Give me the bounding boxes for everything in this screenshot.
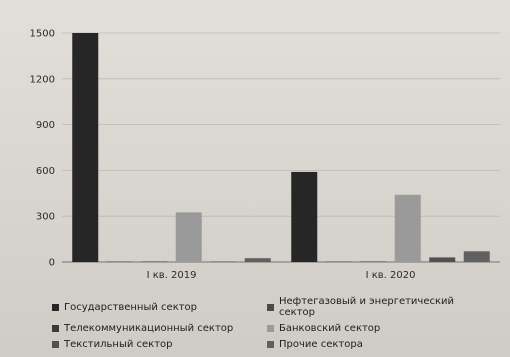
bar-1-5 — [210, 261, 237, 262]
legend-label: Государственный сектор — [64, 301, 198, 313]
bar-1-3 — [141, 261, 168, 262]
legend-item: Нефтегазовый и энергетический сектор — [267, 296, 492, 318]
legend-swatch — [52, 325, 59, 332]
y-tick-label: 1500 — [30, 29, 55, 40]
legend-swatch — [267, 303, 274, 311]
y-tick-label: 1200 — [30, 74, 55, 85]
bar-2-3 — [360, 261, 387, 262]
x-category-label: I кв. 2020 — [366, 270, 416, 281]
bar-1-4 — [175, 212, 202, 262]
legend-item: Прочие сектора — [267, 339, 492, 350]
bar-1-1 — [72, 33, 99, 262]
legend-label: Банковский сектор — [279, 323, 381, 334]
legend-item: Банковский сектор — [267, 323, 492, 334]
legend-swatch — [267, 325, 274, 332]
chart-legend: Государственный сектор Нефтегазовый и эне… — [52, 296, 492, 350]
legend-item: Текстильный сектор — [52, 339, 267, 350]
legend-swatch — [267, 341, 274, 348]
legend-swatch — [52, 303, 59, 311]
bar-2-1 — [291, 171, 318, 262]
bar-2-4 — [394, 194, 421, 262]
legend-item: Государственный сектор — [52, 296, 267, 318]
y-tick-label: 300 — [36, 212, 55, 223]
legend-label: Текстильный сектор — [64, 339, 173, 350]
legend-label: Прочие сектора — [279, 339, 363, 350]
bar-2-5 — [429, 257, 456, 262]
bar-1-6 — [244, 258, 271, 262]
legend-label: Телекоммуникационный сектор — [64, 323, 234, 334]
bar-1-2 — [106, 261, 133, 262]
y-tick-label: 0 — [49, 258, 55, 269]
bar-2-2 — [325, 261, 352, 262]
legend-swatch — [52, 341, 59, 348]
x-category-label: I кв. 2019 — [147, 270, 197, 281]
legend-item: Телекоммуникационный сектор — [52, 323, 267, 334]
y-tick-label: 900 — [36, 120, 55, 131]
y-tick-label: 600 — [36, 166, 55, 177]
legend-label: Нефтегазовый и энергетический сектор — [279, 296, 455, 318]
bar-2-6 — [463, 251, 490, 262]
